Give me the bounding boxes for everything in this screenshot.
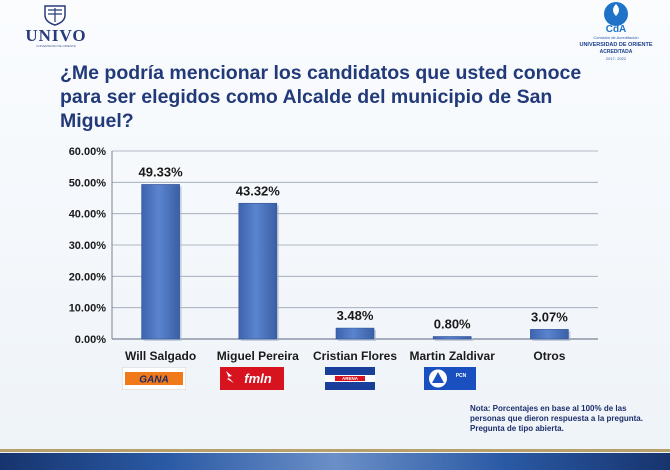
pcn-logo: PCN: [424, 367, 476, 390]
y-tick-label: 0.00%: [75, 334, 106, 346]
data-label: 49.33%: [139, 164, 184, 179]
fmln-label: fmln: [244, 371, 272, 386]
univo-crest-icon: [44, 5, 66, 26]
pcn-label: PCN: [456, 373, 467, 379]
y-tick-label: 60.00%: [69, 146, 107, 158]
category-label: Miguel Pereira: [217, 349, 299, 363]
arena-label: ARENA: [342, 376, 359, 381]
svg-text:CdA: CdA: [606, 24, 627, 34]
accreditation-line4: 2017- 2022: [605, 56, 627, 61]
footnote: Nota: Porcentajes en base al 100% de las…: [470, 404, 643, 433]
category-label: Martin Zaldivar: [410, 349, 496, 363]
bar-3: [432, 336, 472, 340]
accreditation-line1: Comisión de Acreditación: [593, 35, 639, 40]
category-label: Will Salgado: [125, 349, 196, 363]
category-label: Otros: [533, 349, 565, 363]
accreditation-logo: CdA Comisión de Acreditación UNIVERSIDAD…: [568, 0, 664, 62]
footer-bar: [0, 453, 670, 470]
data-label: 0.80%: [434, 316, 471, 331]
bar-shadow: [435, 338, 474, 341]
gana-logo: GANA: [121, 366, 187, 391]
bar-2: [335, 327, 375, 340]
bar-0: [141, 184, 180, 340]
bar-4: [530, 329, 569, 340]
accreditation-line3: ACREDITADA: [599, 49, 633, 55]
accreditation-line2: UNIVERSIDAD DE ORIENTE: [579, 42, 653, 48]
arena-logo: ARENA: [325, 367, 375, 390]
data-label: 3.48%: [337, 308, 374, 323]
accreditation-emblem-icon: CdA: [604, 2, 628, 34]
data-label: 43.32%: [236, 183, 281, 198]
y-tick-label: 20.00%: [69, 271, 107, 283]
y-tick-label: 50.00%: [69, 177, 107, 189]
univo-name: UNIVO: [25, 26, 87, 45]
univo-logo: UNIVO UNIVERSIDAD DE ORIENTE: [14, 4, 98, 48]
data-label: 3.07%: [531, 309, 568, 324]
y-tick-label: 40.00%: [69, 209, 107, 221]
y-tick-label: 30.00%: [69, 240, 107, 252]
footer-accent-line: [0, 449, 670, 452]
gana-label: GANA: [139, 375, 168, 386]
fmln-logo: fmln: [220, 367, 284, 390]
slide-title: ¿Me podría mencionar los candidatos que …: [60, 62, 582, 132]
univo-subtitle: UNIVERSIDAD DE ORIENTE: [36, 44, 76, 48]
category-label: Cristian Flores: [313, 349, 397, 363]
y-tick-label: 10.00%: [69, 303, 107, 315]
bar-1: [238, 202, 278, 340]
